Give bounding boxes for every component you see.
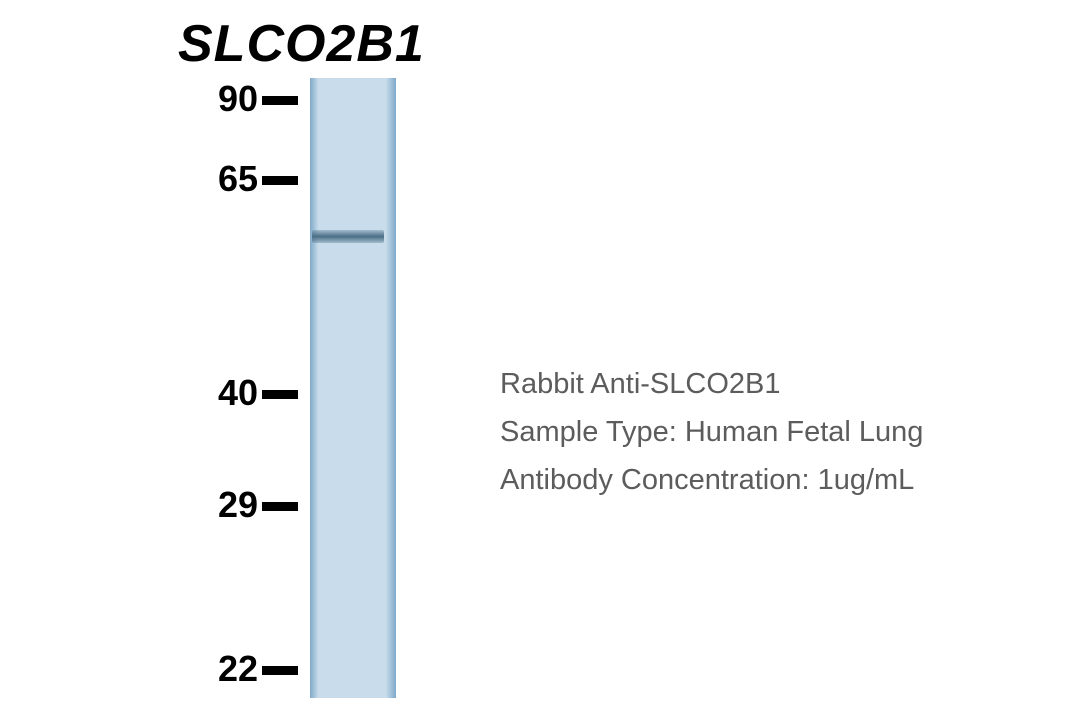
info-line: Rabbit Anti-SLCO2B1 [500,368,780,401]
info-line: Sample Type: Human Fetal Lung [500,416,923,449]
protein-band [312,230,384,243]
mw-marker-tick [262,176,298,185]
mw-marker-label: 29 [218,484,258,526]
mw-marker-tick [262,502,298,511]
mw-marker-label: 40 [218,372,258,414]
figure-stage: SLCO2B1 90 65 40 29 22 Rabbit Anti-SLCO2B1 Sam… [0,0,1080,721]
figure-title: SLCO2B1 [178,14,425,74]
mw-marker-tick [262,390,298,399]
info-line: Antibody Concentration: 1ug/mL [500,464,914,497]
mw-marker-tick [262,96,298,105]
mw-marker-label: 22 [218,648,258,690]
blot-lane [310,78,396,698]
mw-marker-label: 65 [218,158,258,200]
mw-marker-label: 90 [218,78,258,120]
mw-marker-tick [262,666,298,675]
